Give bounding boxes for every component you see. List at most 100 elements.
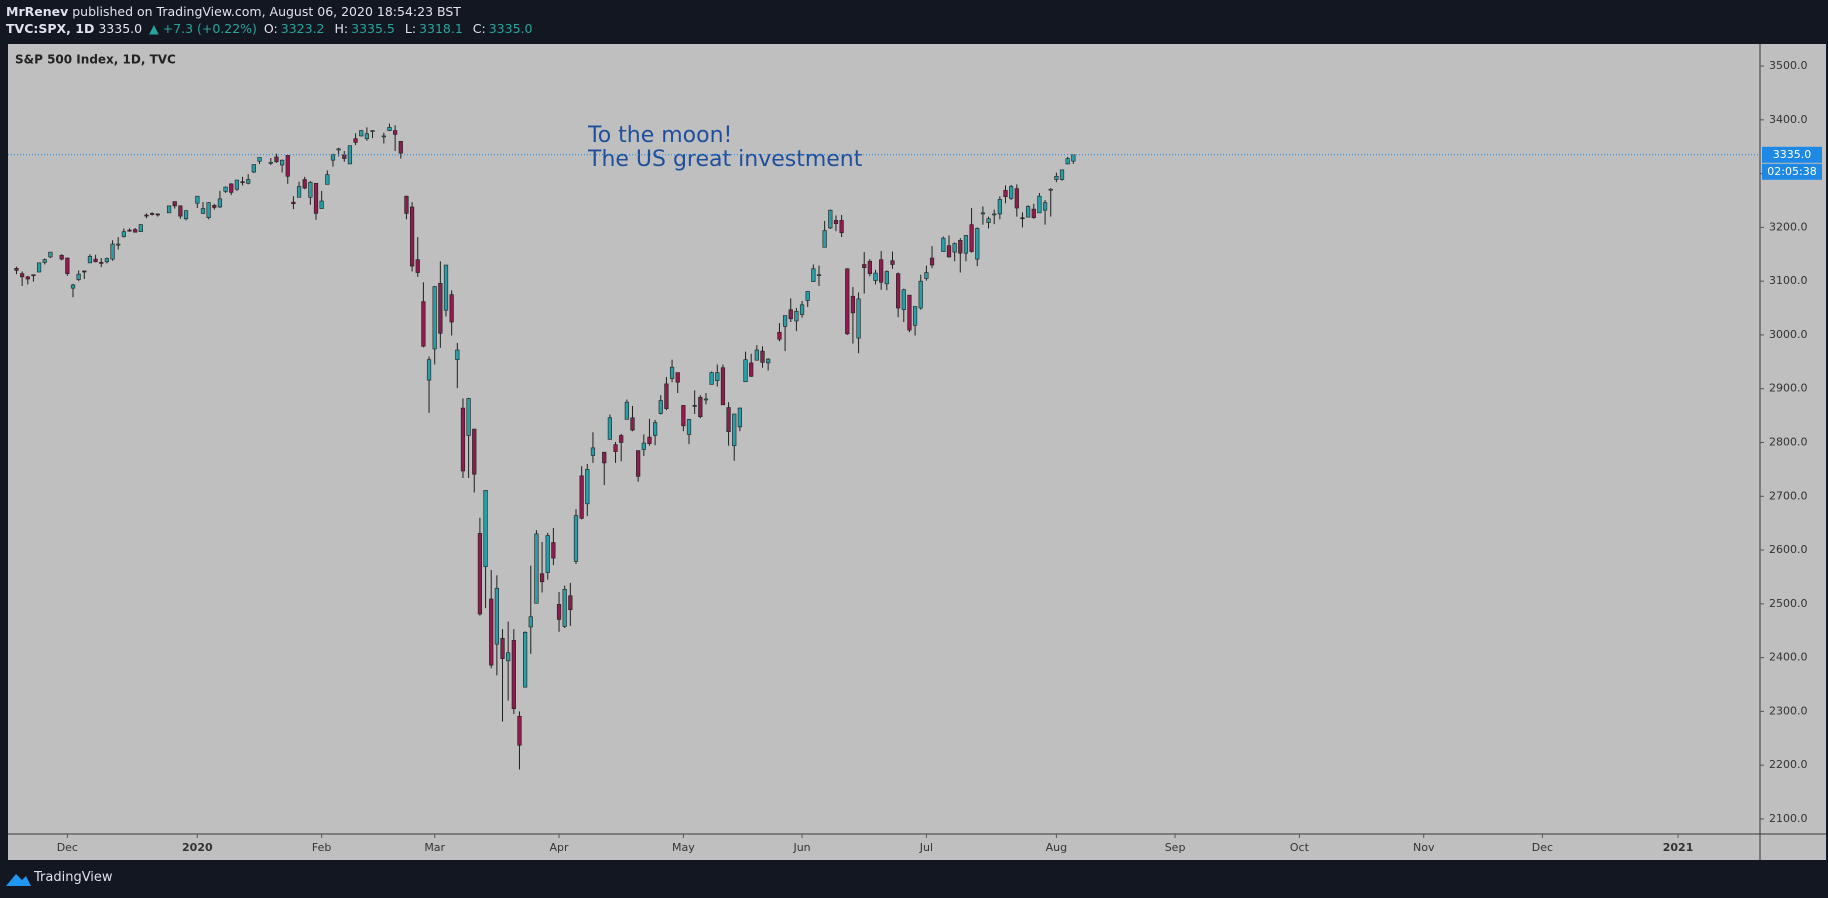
price-label: 3335.0 (1773, 148, 1812, 161)
candle-body (353, 138, 358, 143)
x-tick-label: 2020 (182, 841, 213, 854)
candle-body (127, 229, 132, 232)
candle-body (65, 257, 70, 274)
brand: TradingView (34, 870, 113, 885)
candle-body (805, 291, 810, 301)
candle-body (1003, 189, 1008, 198)
candle-body (48, 251, 53, 258)
y-tick-label: 2800.0 (1769, 435, 1808, 448)
y-tick-label: 2100.0 (1769, 812, 1808, 825)
candle-body (952, 243, 957, 253)
candle-body (398, 141, 403, 154)
x-tick-label: Dec (1532, 841, 1553, 854)
candle-body (87, 256, 93, 264)
candle-body (850, 295, 856, 314)
candle-body (686, 419, 692, 435)
candle-body (251, 164, 256, 173)
candle-body (613, 444, 618, 452)
price: 3335.0 (98, 21, 143, 36)
candle-body (472, 428, 477, 475)
price-label-box (1762, 146, 1822, 163)
o-value: 3323.2 (280, 21, 325, 36)
y-tick-label: 3200.0 (1769, 220, 1808, 233)
candle-body (178, 205, 183, 217)
candle-body (879, 259, 884, 283)
candle-body (709, 372, 714, 385)
candle-body (217, 198, 223, 208)
c-label: C: (472, 21, 486, 36)
candle-body (336, 148, 341, 151)
candle-body (1065, 158, 1070, 165)
candle-body (969, 224, 974, 252)
candle-body (370, 130, 375, 132)
o-label: O: (263, 21, 278, 36)
change: ▲ +7.3 (+0.22%) (149, 21, 257, 36)
candle-body (381, 135, 386, 138)
candle-body (907, 294, 912, 331)
candle-body (477, 533, 483, 615)
candle-body (749, 362, 754, 377)
candle-body (138, 224, 143, 232)
y-tick-label: 2300.0 (1769, 704, 1808, 717)
candle-body (822, 230, 827, 248)
candle-body (754, 349, 759, 361)
tradingview-logo (6, 874, 31, 886)
candle-body (116, 243, 121, 246)
candle-body (545, 535, 550, 573)
candle-body (183, 210, 189, 220)
candle-body (664, 383, 669, 409)
x-tick-label: Apr (550, 841, 570, 854)
x-tick-label: Mar (424, 841, 445, 854)
y-tick-label: 2400.0 (1769, 651, 1808, 664)
candle-body (404, 195, 409, 214)
candle-body (443, 264, 449, 311)
quote-line: TVC:SPX, 1D 3335.0 ▲ +7.3 (+0.22%) O: 332… (6, 21, 538, 36)
candle-body (285, 155, 290, 177)
annotation: The US great investment (587, 147, 863, 172)
pane-background (8, 44, 1826, 860)
candle-body (166, 205, 172, 214)
candle-body (556, 604, 562, 620)
candle-body (206, 202, 211, 219)
candle-body (36, 262, 42, 273)
candle-body (70, 284, 76, 289)
candle-body (816, 274, 822, 277)
y-tick-label: 2600.0 (1769, 543, 1808, 556)
candle-body (517, 715, 522, 746)
candle-body (489, 598, 494, 666)
candle-body (511, 640, 516, 709)
candle-body (494, 587, 499, 645)
l-value: 3318.1 (419, 21, 463, 36)
candle-body (624, 401, 629, 420)
ohlc-o: O: 3323.2 (264, 21, 328, 36)
ohlc-l: L: 3318.1 (405, 21, 466, 36)
candle-body (788, 309, 793, 320)
candle-body (257, 157, 262, 162)
candle-body (918, 280, 923, 309)
candle-body (715, 372, 720, 381)
publish-line: MrRenev published on TradingView.com, Au… (6, 4, 461, 19)
candle-body (766, 358, 771, 364)
candle-body (155, 213, 160, 216)
candle-body (212, 205, 217, 208)
y-tick-label: 3500.0 (1769, 59, 1808, 72)
candle-body (342, 154, 347, 159)
candle-body (274, 156, 279, 163)
candle-body (658, 400, 663, 414)
countdown-box (1762, 163, 1822, 180)
candle-body (195, 195, 200, 204)
x-tick-label: Oct (1290, 841, 1310, 854)
candle-body (912, 306, 918, 326)
candle-body (302, 179, 307, 189)
candle-body (1020, 217, 1025, 220)
x-tick-label: Aug (1046, 841, 1067, 854)
candle-body (104, 258, 110, 263)
candle-body (890, 260, 895, 265)
x-tick-label: Nov (1413, 841, 1435, 854)
candle-body (630, 417, 635, 431)
candle-body (20, 273, 25, 278)
candle-body (319, 200, 324, 209)
x-tick-label: Jul (919, 841, 933, 854)
candle-body (590, 447, 596, 456)
